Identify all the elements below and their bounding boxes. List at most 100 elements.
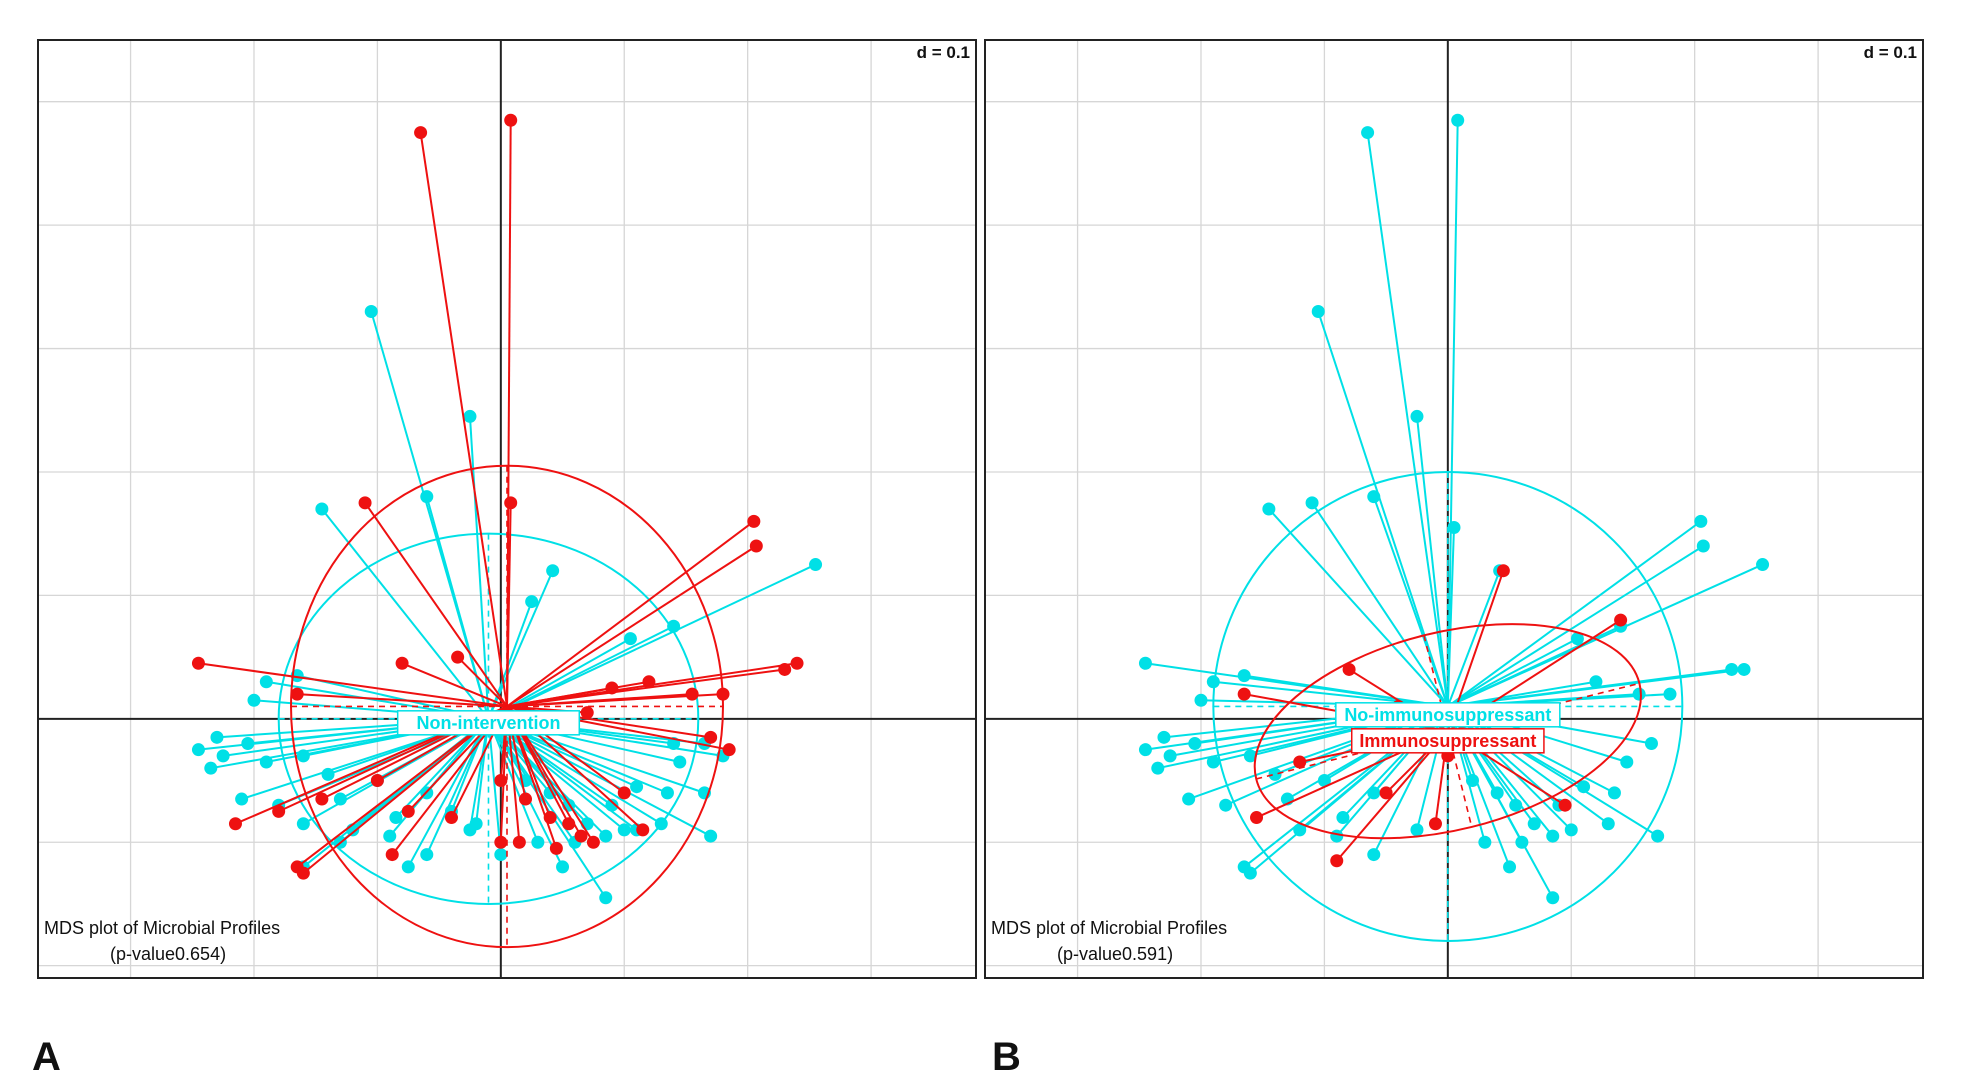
group-label-text: Immunosuppressant [1359, 731, 1536, 751]
data-point [1293, 823, 1307, 837]
data-point [315, 502, 329, 516]
data-point [599, 829, 613, 843]
spider-line [419, 132, 508, 707]
data-point [1509, 798, 1523, 812]
plot-frame [37, 39, 977, 979]
spider-line [407, 718, 490, 868]
data-point [605, 798, 619, 812]
spider-line [506, 686, 613, 708]
scale-label: d = 0.1 [1864, 43, 1917, 62]
data-point [1466, 774, 1480, 788]
spider-line [1415, 416, 1449, 707]
data-point [1694, 514, 1708, 528]
data-point [1696, 539, 1710, 553]
data-point [1268, 767, 1282, 781]
data-point [586, 835, 600, 849]
data-point [1237, 687, 1251, 701]
plot-frame [984, 39, 1924, 979]
data-point [1317, 774, 1331, 788]
data-point [235, 792, 249, 806]
data-point [1367, 490, 1381, 504]
data-point [599, 891, 613, 905]
data-point [1138, 656, 1152, 670]
data-point [1410, 823, 1424, 837]
data-point [333, 792, 347, 806]
data-point [722, 743, 736, 757]
data-point [296, 749, 310, 763]
data-point [228, 817, 242, 831]
data-point [1138, 743, 1152, 757]
data-point [401, 860, 415, 874]
data-point [216, 749, 230, 763]
data-point [525, 595, 539, 609]
group-label-box [1350, 728, 1545, 754]
data-point [383, 829, 397, 843]
grid [38, 40, 976, 978]
spider-line [1446, 527, 1455, 707]
data-point [444, 811, 458, 825]
data-point [1663, 687, 1677, 701]
spider-line [302, 717, 489, 825]
data-point [1644, 737, 1658, 750]
spider-line [425, 496, 490, 720]
data-point [1756, 558, 1770, 572]
grid [985, 40, 1923, 978]
data-point [1361, 126, 1375, 140]
data-point [296, 866, 310, 880]
spider-line [425, 718, 490, 855]
data-point [716, 687, 730, 701]
data-point [749, 539, 763, 553]
data-point [296, 817, 310, 831]
data-point [259, 675, 273, 689]
data-point [210, 730, 224, 744]
data-point [191, 656, 205, 670]
spider-line [401, 662, 508, 708]
data-point [1607, 786, 1621, 800]
data-point [1237, 669, 1251, 683]
data-point [531, 835, 545, 849]
data-point [1367, 848, 1381, 862]
group-label-non-immunosuppressant: No-immunosuppressant [1335, 702, 1561, 728]
data-point [504, 496, 518, 510]
data-point [1330, 829, 1344, 843]
data-point [1428, 817, 1442, 831]
spider-line [506, 502, 512, 707]
data-point [1651, 829, 1665, 843]
data-point [1379, 786, 1393, 800]
data-point [1206, 755, 1220, 769]
data-point [321, 767, 335, 781]
data-point [247, 693, 261, 707]
spider-line [506, 520, 755, 708]
data-point [494, 835, 508, 849]
spider-line [1372, 496, 1449, 707]
data-point [451, 650, 465, 664]
data-point [1367, 786, 1381, 800]
data-point [562, 817, 576, 831]
data-point [790, 656, 804, 670]
spider-line [1244, 674, 1448, 708]
data-point [1546, 891, 1560, 905]
data-point [512, 835, 526, 849]
group-label-text: No-immunosuppressant [1344, 705, 1551, 725]
data-point [1293, 755, 1307, 769]
data-point [704, 730, 718, 744]
data-point [315, 792, 329, 806]
data-point [1336, 811, 1350, 825]
data-point [1496, 564, 1510, 578]
data-point [1546, 829, 1560, 843]
data-point [1206, 675, 1220, 689]
data-point [623, 632, 637, 646]
panel-letter: A [32, 1035, 61, 1079]
data-point [1564, 823, 1578, 837]
data-point [617, 823, 631, 837]
data-point [414, 126, 428, 140]
data-point [636, 823, 650, 837]
spider-line [456, 656, 508, 708]
data-point [1614, 613, 1628, 627]
data-point [1515, 835, 1529, 849]
data-point [1558, 798, 1572, 812]
data-point [1447, 521, 1461, 535]
spider-line [1317, 311, 1449, 707]
data-point [191, 743, 205, 757]
